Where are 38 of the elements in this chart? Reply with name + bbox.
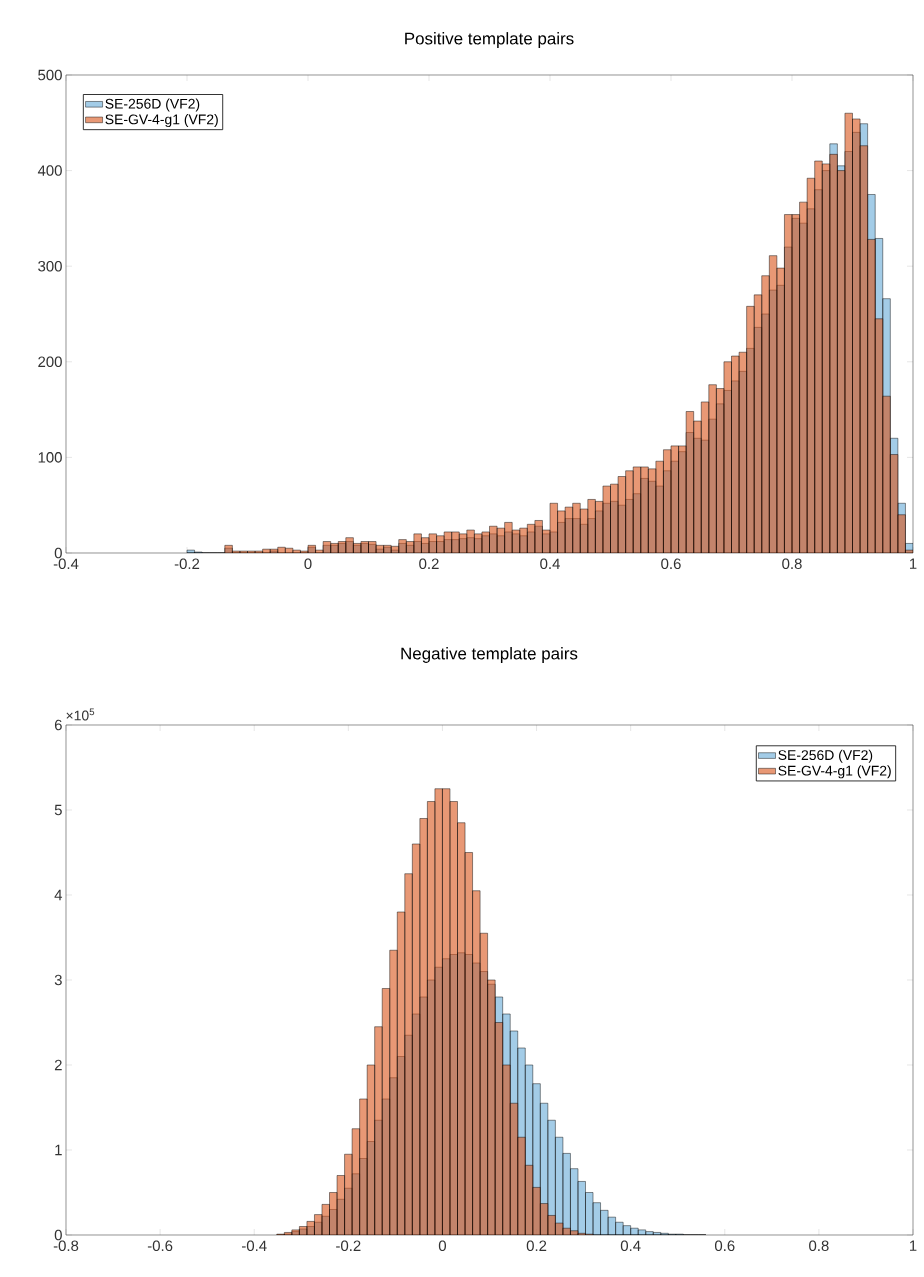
legend-label: SE-GV-4-g1 (VF2) [105,114,218,128]
legend-label: SE-256D (VF2) [105,98,200,112]
x-tick-label: -0.2 [174,558,200,570]
y-tick-label: 500 [38,69,62,81]
chart-title: Positive template pairs [405,32,574,48]
x-tick-label: 0.2 [419,558,439,570]
x-tick-label: -0.6 [147,1240,173,1252]
x-tick-label: 0 [304,558,312,570]
x-tick-label: 1 [909,1240,917,1251]
x-tick-label: 1 [909,558,917,569]
y-tick-label: 0 [54,547,62,559]
x-tick-label: 0.2 [526,1240,547,1252]
x-tick-label: 0 [438,1240,447,1252]
y-tick-label: 5 [54,804,62,816]
y-tick-label: 2 [54,1059,62,1071]
x-tick-label: -0.8 [53,1240,79,1252]
y-tick-label: 300 [38,260,62,272]
x-tick-label: -0.4 [53,558,79,570]
legend-label: SE-GV-4-g1 (VF2) [778,765,891,779]
x-tick-label: 0.8 [782,558,802,570]
x-tick-label: 0.6 [661,558,681,570]
y-tick-label: 3 [54,974,62,986]
x-tick-label: 0.6 [714,1240,735,1252]
y-tick-label: 100 [38,452,62,463]
y-tick-label: 4 [54,889,63,901]
y-tick-label: 200 [38,356,62,368]
y-tick-label: 400 [37,165,62,176]
y-tick-label: 0 [54,1229,62,1241]
y-tick-label: 1 [55,1144,62,1156]
x-tick-label: -0.2 [336,1240,361,1252]
x-tick-label: -0.4 [242,1240,267,1252]
legend-label: SE-256D (VF2) [778,749,873,763]
x-tick-label: 0.8 [809,1240,829,1252]
y-tick-label: 6 [54,719,62,731]
chart-title: Negative template pairs [401,647,578,663]
x-tick-label: 0.4 [620,1240,641,1252]
text: ×10$^{5}$ [66,708,95,721]
x-tick-label: 0.4 [540,558,560,570]
